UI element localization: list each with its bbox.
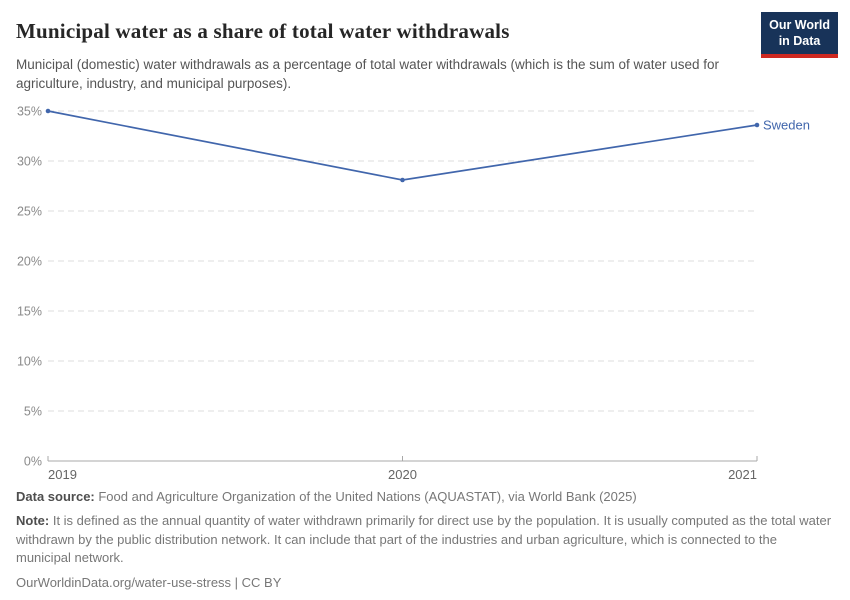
y-axis-tick-label: 0%: [24, 454, 42, 468]
owid-logo[interactable]: Our World in Data: [761, 12, 838, 58]
note-label: Note:: [16, 513, 50, 529]
y-axis-tick-label: 20%: [17, 254, 42, 268]
line-chart: 0% 5% 10% 15% 20% 25% 30% 35% 2019 2020 2021 Sweden: [0, 96, 850, 488]
note-text: It is defined as the annual quantity of …: [16, 513, 832, 566]
y-axis-tick-label: 30%: [17, 154, 42, 168]
series-label[interactable]: Sweden: [763, 117, 810, 132]
x-axis-tick-label: 2021: [728, 467, 757, 482]
data-line[interactable]: [47, 109, 758, 181]
data-point[interactable]: [45, 108, 51, 114]
line-chart-svg: 0% 5% 10% 15% 20% 25% 30% 35% 2019 2020 2021 Sweden: [17, 104, 810, 482]
chart-subtitle: Municipal (domestic) water withdrawals a…: [16, 57, 720, 91]
y-axis-tick-label: 10%: [17, 354, 42, 368]
data-point[interactable]: [400, 177, 405, 183]
data-source-text: Food and Agriculture Organization of the…: [94, 488, 637, 504]
data-point[interactable]: [754, 122, 760, 128]
page-title: Municipal water as a share of total wate…: [16, 19, 510, 43]
y-axis-tick-label: 35%: [17, 104, 42, 118]
y-axis-tick-label: 25%: [17, 204, 42, 218]
owid-logo-line1: Our World: [769, 18, 830, 32]
footer-link[interactable]: OurWorldinData.org/water-use-stress | CC…: [16, 574, 282, 590]
data-source-label: Data source:: [16, 488, 95, 504]
data-source-line: Data source: Food and Agriculture Organi…: [16, 488, 834, 506]
note-line: Note: It is defined as the annual quanti…: [16, 512, 834, 567]
x-axis-tick-label: 2019: [48, 467, 77, 482]
owid-logo-line2: in Data: [778, 34, 821, 49]
y-axis-tick-label: 15%: [17, 304, 42, 318]
y-axis-tick-label: 5%: [24, 404, 42, 418]
chart-footer: Data source: Food and Agriculture Organi…: [16, 488, 834, 592]
x-axis-tick-label: 2020: [388, 467, 417, 482]
